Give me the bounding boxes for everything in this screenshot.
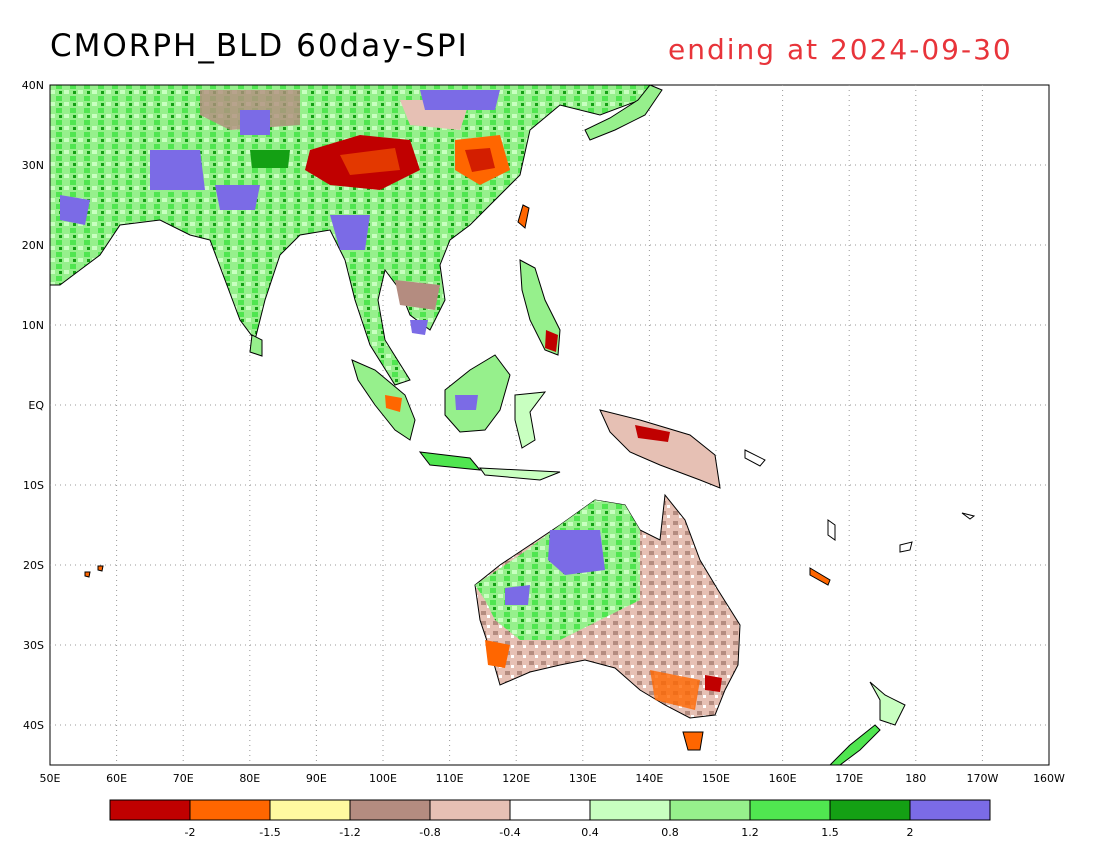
japan bbox=[584, 84, 663, 141]
asia-dry-patch bbox=[395, 280, 440, 310]
lon-tick-label: 150E bbox=[702, 772, 730, 785]
colorbar: -2 -1.5 -1.2 -0.8 -0.4 0.4 0.8 1.2 1.5 2 bbox=[109, 799, 991, 839]
asia-wet-patch bbox=[215, 185, 260, 210]
lon-tick-label: 130E bbox=[569, 772, 597, 785]
australia-wet-core bbox=[505, 585, 530, 605]
colorbar-swatch bbox=[909, 799, 991, 821]
lon-tick-label: 170W bbox=[966, 772, 998, 785]
borneo-wet bbox=[455, 395, 478, 410]
colorbar-swatch bbox=[429, 799, 511, 821]
java bbox=[418, 451, 482, 471]
new-zealand-north bbox=[869, 681, 906, 726]
colorbar-swatch bbox=[349, 799, 431, 821]
asia-wet-patch bbox=[420, 90, 500, 110]
colorbar-tick-label: -0.4 bbox=[499, 826, 520, 839]
axis-labels: 40N 30N 20N 10N EQ 10S 20S 30S 40S 50E 60E 70E 80E 90… bbox=[22, 79, 1065, 785]
colorbar-tick-label: 1.2 bbox=[741, 826, 759, 839]
colorbar-tick-label: -0.8 bbox=[419, 826, 440, 839]
lon-tick-label: 180 bbox=[905, 772, 926, 785]
sumatra-dry bbox=[385, 395, 402, 412]
asia-wet-patch bbox=[410, 320, 428, 335]
lon-tick-label: 90E bbox=[306, 772, 327, 785]
lat-tick-label: 30S bbox=[23, 639, 44, 652]
lon-tick-label: 160W bbox=[1033, 772, 1065, 785]
borneo bbox=[444, 354, 511, 433]
australia-dry bbox=[485, 640, 510, 668]
new-guinea-dry bbox=[635, 425, 670, 442]
philippines bbox=[519, 259, 561, 356]
asia-dry-patch bbox=[340, 148, 400, 175]
asia-wet-patch bbox=[250, 150, 290, 168]
lon-tick-label: 50E bbox=[40, 772, 61, 785]
sulawesi bbox=[514, 391, 547, 449]
lon-tick-label: 70E bbox=[173, 772, 194, 785]
lat-tick-label: 10N bbox=[22, 319, 44, 332]
lon-tick-label: 160E bbox=[769, 772, 797, 785]
mauritius bbox=[84, 571, 91, 578]
colorbar-tick-label: -2 bbox=[185, 826, 196, 839]
australia-dry bbox=[650, 670, 700, 710]
asia-wet-patch bbox=[240, 110, 270, 135]
colorbar-tick-label: -1.2 bbox=[339, 826, 360, 839]
colorbar-swatch bbox=[189, 799, 271, 821]
australia-wet-core bbox=[548, 530, 605, 575]
colorbar-swatch bbox=[749, 799, 831, 821]
colorbar-swatch bbox=[669, 799, 751, 821]
lat-tick-label: 40S bbox=[23, 719, 44, 732]
asia-wet-patch bbox=[330, 215, 370, 250]
sri-lanka bbox=[249, 334, 263, 357]
asia-wet-patch bbox=[150, 150, 205, 190]
samoa bbox=[961, 512, 976, 520]
fiji bbox=[899, 541, 913, 553]
asia-wet-patch bbox=[60, 195, 90, 225]
lat-tick-label: EQ bbox=[28, 399, 44, 412]
lon-tick-label: 170E bbox=[835, 772, 863, 785]
lon-tick-label: 140E bbox=[635, 772, 663, 785]
asia-dry-patch bbox=[465, 148, 495, 172]
taiwan bbox=[517, 204, 530, 229]
colorbar-swatch bbox=[509, 799, 591, 821]
tasmania bbox=[682, 731, 704, 751]
new-guinea bbox=[599, 409, 721, 489]
lat-tick-label: 40N bbox=[22, 79, 44, 92]
lon-tick-label: 120E bbox=[502, 772, 530, 785]
colorbar-tick-label: -1.5 bbox=[259, 826, 280, 839]
map-title: CMORPH_BLD 60day-SPI bbox=[50, 28, 469, 64]
lon-tick-label: 110E bbox=[436, 772, 464, 785]
vanuatu bbox=[827, 519, 836, 541]
colorbar-tick-label: 1.5 bbox=[821, 826, 839, 839]
colorbar-swatch bbox=[829, 799, 911, 821]
lat-tick-label: 30N bbox=[22, 159, 44, 172]
colorbar-swatch bbox=[589, 799, 671, 821]
land-masses bbox=[49, 84, 976, 766]
colorbar-swatch bbox=[269, 799, 351, 821]
lon-tick-label: 60E bbox=[106, 772, 127, 785]
colorbar-swatch bbox=[109, 799, 191, 821]
lat-tick-label: 20N bbox=[22, 239, 44, 252]
map-date: ending at 2024-09-30 bbox=[668, 33, 1013, 66]
new-zealand-south bbox=[828, 724, 881, 766]
lat-tick-label: 20S bbox=[23, 559, 44, 572]
colorbar-tick-label: 2 bbox=[907, 826, 914, 839]
lon-tick-label: 100E bbox=[369, 772, 397, 785]
australia-dry bbox=[705, 675, 722, 692]
lat-tick-label: 10S bbox=[23, 479, 44, 492]
reunion bbox=[97, 565, 104, 572]
lon-tick-label: 80E bbox=[239, 772, 260, 785]
sumatra bbox=[351, 359, 416, 441]
solomon-islands bbox=[744, 449, 766, 467]
philippines-dry bbox=[545, 330, 558, 352]
colorbar-tick-label: 0.8 bbox=[661, 826, 679, 839]
new-caledonia bbox=[809, 567, 831, 586]
colorbar-tick-label: 0.4 bbox=[581, 826, 599, 839]
lesser-sunda bbox=[478, 467, 561, 481]
